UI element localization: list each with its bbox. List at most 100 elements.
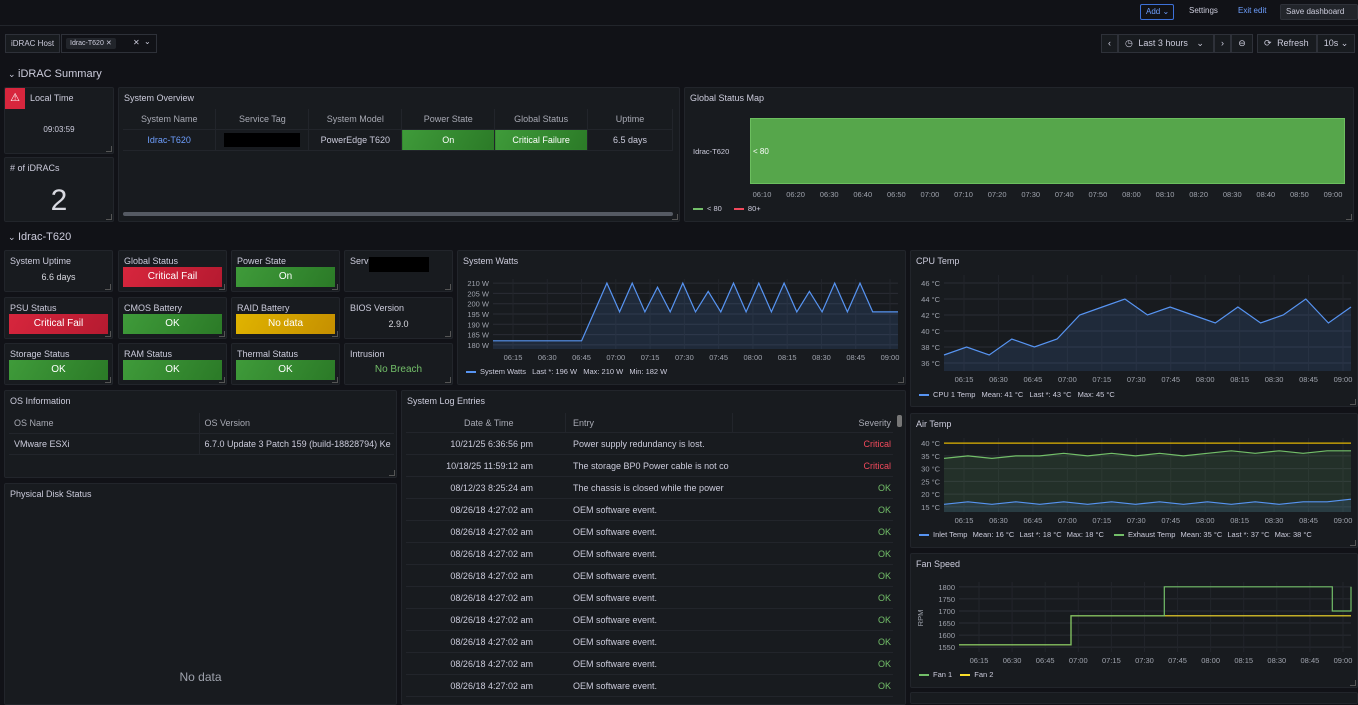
resize-handle[interactable] <box>105 331 111 337</box>
horizontal-scrollbar[interactable] <box>123 212 673 216</box>
column-header[interactable]: Service Tag <box>215 109 310 130</box>
stat-value: No data <box>236 314 335 334</box>
column-header[interactable]: System Name <box>123 109 217 130</box>
legend-item[interactable]: Exhaust Temp <box>1128 530 1176 539</box>
host-variable-select[interactable]: Idrac-T620 ✕ ✕ ⌄ <box>61 34 157 53</box>
x-tick-label: 07:15 <box>1102 656 1121 665</box>
resize-handle[interactable] <box>389 470 395 476</box>
legend-item[interactable]: Inlet Temp <box>933 530 968 539</box>
row-host[interactable]: ⌄ Idrac-T620 <box>8 231 71 243</box>
legend-item[interactable]: 80+ <box>747 204 761 213</box>
time-back-button[interactable]: ‹ <box>1101 34 1118 53</box>
column-header[interactable]: Date & Time <box>464 418 514 428</box>
resize-handle[interactable] <box>105 284 111 290</box>
table-row[interactable]: 08/12/23 8:25:24 am The chassis is closed… <box>406 477 893 499</box>
table-row[interactable]: 10/21/25 6:36:56 pm Power supply redundan… <box>406 433 893 455</box>
column-header[interactable]: OS Name <box>9 413 200 434</box>
settings-button[interactable]: Settings <box>1189 6 1218 15</box>
idrac-count-panel: # of iDRACs 2 <box>4 157 114 222</box>
x-tick-label: 07:00 <box>606 353 625 362</box>
x-tick-label: 07:00 <box>1058 516 1077 525</box>
resize-handle[interactable] <box>106 146 112 152</box>
air-temp-chart[interactable]: 40 °C 35 °C 30 °C 25 °C 20 °C 15 °C 06:15 06:30… <box>911 414 1358 548</box>
resize-handle[interactable] <box>332 284 338 290</box>
resize-handle[interactable] <box>1350 540 1356 546</box>
refresh-interval-select[interactable]: 10s ⌄ <box>1317 34 1355 53</box>
refresh-button[interactable]: ⟳ Refresh <box>1257 34 1317 53</box>
resize-handle[interactable] <box>898 377 904 383</box>
resize-handle[interactable] <box>445 331 451 337</box>
x-tick-label: 07:30 <box>1021 190 1041 199</box>
legend-item[interactable]: System Watts <box>480 367 526 376</box>
column-header[interactable]: Power State <box>401 109 496 130</box>
resize-handle[interactable] <box>1346 214 1352 220</box>
exit-edit-button[interactable]: Exit edit <box>1238 6 1267 15</box>
column-header[interactable]: OS Version <box>199 413 394 434</box>
system-name-link[interactable]: Idrac-T620 <box>123 129 217 151</box>
resize-handle[interactable] <box>1350 680 1356 686</box>
resize-handle[interactable] <box>445 284 451 290</box>
table-row[interactable]: 10/18/25 11:59:12 am The storage BP0 Powe… <box>406 455 893 477</box>
legend-item[interactable]: CPU 1 Temp <box>933 390 976 399</box>
time-range-picker[interactable]: ◷ Last 3 hours ⌄ <box>1118 34 1214 53</box>
resize-handle[interactable] <box>672 214 678 220</box>
x-tick-label: 07:30 <box>1127 516 1146 525</box>
chevron-down-icon[interactable]: ⌄ <box>144 37 151 46</box>
status-map-cell[interactable]: < 80 <box>750 118 1345 184</box>
close-icon[interactable]: ✕ <box>105 40 112 47</box>
column-header[interactable]: Global Status <box>494 109 589 130</box>
y-tick-label: 210 W <box>467 279 490 288</box>
resize-handle[interactable] <box>219 331 225 337</box>
vertical-scrollbar[interactable] <box>897 415 902 427</box>
time-forward-button[interactable]: › <box>1214 34 1231 53</box>
resize-handle[interactable] <box>332 331 338 337</box>
fan-speed-chart[interactable]: 1800 1750 1700 1650 1600 1550 06:15 06:30 06:45 0… <box>911 554 1358 688</box>
stat-panel: System Uptime 6.6 days <box>4 250 113 292</box>
resize-handle[interactable] <box>1350 399 1356 405</box>
y-tick-label: 40 °C <box>921 439 940 448</box>
panel-title: RAM Status <box>124 349 173 359</box>
row-summary[interactable]: ⌄ iDRAC Summary <box>8 68 102 80</box>
x-tick-label: 08:15 <box>1234 656 1253 665</box>
stat-value: OK <box>9 360 108 380</box>
column-header[interactable]: Severity <box>858 418 891 428</box>
legend-item[interactable]: Fan 1 <box>933 670 953 679</box>
zoom-out-button[interactable]: ⊖ <box>1231 34 1253 53</box>
stat-panel: RAM Status OK <box>118 343 227 385</box>
alert-icon[interactable]: ⚠ <box>5 88 25 109</box>
resize-handle[interactable] <box>105 377 111 383</box>
column-header[interactable]: Uptime <box>587 109 673 130</box>
host-chip[interactable]: Idrac-T620 ✕ <box>66 38 116 49</box>
column-header[interactable]: Entry <box>573 418 595 428</box>
log-severity: OK <box>877 637 891 647</box>
legend-item[interactable]: Fan 2 <box>974 670 994 679</box>
add-button[interactable]: Add ⌄ <box>1140 4 1174 20</box>
resize-handle[interactable] <box>445 377 451 383</box>
save-dashboard-button[interactable]: Save dashboard <box>1280 4 1358 20</box>
legend-stat: Max: 45 °C <box>1077 390 1115 399</box>
log-severity: OK <box>877 527 891 537</box>
legend-item[interactable]: < 80 <box>707 204 722 213</box>
resize-handle[interactable] <box>106 214 112 220</box>
log-severity: Critical <box>863 461 891 471</box>
resize-handle[interactable] <box>332 377 338 383</box>
log-date: 08/26/18 4:27:02 am <box>450 615 533 625</box>
resize-handle[interactable] <box>219 377 225 383</box>
x-tick-label: 08:50 <box>1290 190 1309 199</box>
column-header[interactable]: System Model <box>308 109 403 130</box>
cpu-temp-panel: CPU Temp 46 °C 44 °C 42 °C 40 °C 38 °C 36 °C 0… <box>910 250 1358 407</box>
cpu-temp-chart[interactable]: 46 °C 44 °C 42 °C 40 °C 38 °C 36 °C 06:15 06:30… <box>911 251 1358 407</box>
clear-icon[interactable]: ✕ <box>133 38 140 47</box>
resize-handle[interactable] <box>219 284 225 290</box>
